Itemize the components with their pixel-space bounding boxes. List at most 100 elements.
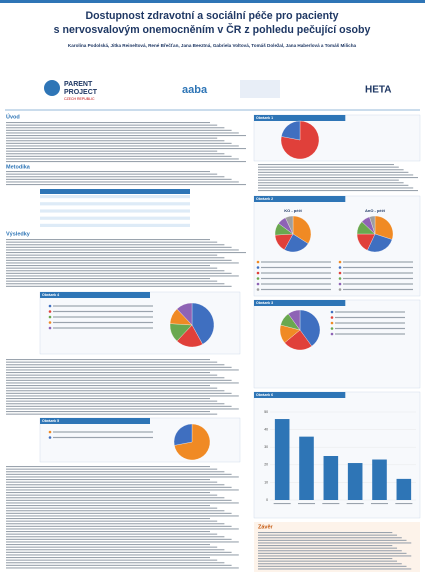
legend-line	[261, 261, 331, 263]
pie-slice	[191, 302, 215, 345]
text-line	[6, 283, 225, 285]
text-line	[258, 532, 393, 534]
text-line	[6, 413, 218, 415]
logo-box	[240, 80, 280, 98]
legend-swatch	[338, 271, 342, 275]
table-row	[40, 223, 190, 227]
text-line	[6, 265, 210, 267]
text-line	[258, 187, 414, 189]
text-line	[6, 551, 232, 553]
text-line	[6, 403, 225, 405]
text-line	[6, 559, 218, 561]
text-line	[6, 411, 210, 413]
logo: PROJECT	[64, 89, 98, 96]
text-line	[6, 377, 225, 379]
text-line	[6, 361, 218, 363]
legend-swatch	[338, 288, 342, 291]
legend-swatch	[330, 321, 334, 325]
text-line	[6, 564, 232, 566]
y-tick-label: 10	[264, 480, 268, 484]
text-line	[6, 280, 218, 282]
text-line	[6, 127, 225, 129]
x-label-line	[273, 503, 291, 505]
text-line	[6, 505, 210, 507]
text-line	[6, 364, 225, 366]
text-line	[6, 272, 232, 274]
text-line	[258, 164, 394, 166]
text-line	[258, 558, 393, 560]
pie-subtitle: AnO - péči	[365, 208, 385, 213]
text-line	[6, 387, 218, 389]
logo-icon	[44, 80, 60, 96]
text-line	[258, 565, 407, 567]
text-line	[258, 563, 402, 565]
title: Dostupnost zdravotní a sociální péče pro…	[85, 10, 338, 22]
section-heading: Úvod	[6, 113, 20, 120]
text-line	[6, 379, 232, 381]
text-line	[6, 466, 210, 468]
legend-swatch	[338, 260, 342, 264]
pie-slice	[176, 302, 193, 326]
text-line	[6, 285, 232, 287]
legend-line	[53, 316, 153, 318]
figure-title: Obrázek 4	[42, 293, 59, 297]
legend-swatch	[256, 288, 260, 291]
logo: PARENT	[64, 81, 93, 88]
text-line	[6, 278, 210, 280]
text-line	[6, 479, 210, 481]
text-line	[6, 468, 218, 470]
text-line	[6, 137, 218, 139]
text-line	[6, 562, 225, 564]
legend-swatch	[256, 277, 260, 280]
text-line	[6, 178, 232, 180]
text-line	[6, 275, 239, 277]
legend-line	[335, 322, 405, 324]
y-tick-label: 0	[266, 498, 268, 502]
text-line	[6, 471, 225, 473]
text-line	[6, 254, 218, 256]
text-line	[6, 497, 225, 499]
text-line	[6, 155, 232, 157]
x-label-line	[370, 503, 389, 505]
text-line	[6, 499, 232, 501]
legend-line	[335, 333, 405, 335]
text-line	[6, 262, 239, 264]
text-line	[6, 515, 239, 517]
text-line	[258, 184, 409, 186]
table-row	[40, 195, 190, 199]
text-line	[258, 545, 393, 547]
top-stripe	[0, 0, 425, 3]
legend-swatch	[338, 282, 342, 286]
text-line	[6, 145, 239, 147]
legend-swatch	[330, 327, 334, 330]
figure-header	[254, 196, 346, 202]
text-line	[6, 486, 232, 488]
pie-slice	[284, 329, 312, 351]
text-line	[6, 372, 210, 374]
bar	[274, 419, 290, 500]
table-row	[40, 216, 190, 220]
text-line	[6, 369, 239, 371]
table-row	[40, 202, 190, 206]
pie-slice	[367, 233, 393, 253]
text-line	[6, 408, 239, 410]
figure-header	[40, 418, 150, 424]
legend-swatch	[256, 260, 260, 264]
text-line	[258, 560, 398, 562]
text-line	[6, 476, 239, 478]
table-row	[40, 198, 190, 202]
text-line	[258, 166, 399, 168]
text-line	[6, 484, 225, 486]
legend-swatch	[48, 304, 52, 308]
text-line	[6, 392, 232, 394]
text-line	[6, 122, 210, 124]
text-line	[6, 538, 232, 540]
pie-slice	[288, 309, 301, 331]
text-line	[258, 555, 412, 557]
text-line	[6, 549, 225, 551]
text-line	[6, 492, 210, 494]
table-row	[40, 209, 190, 213]
legend-line	[343, 277, 413, 280]
legend-swatch	[48, 326, 52, 330]
text-line	[258, 552, 407, 554]
